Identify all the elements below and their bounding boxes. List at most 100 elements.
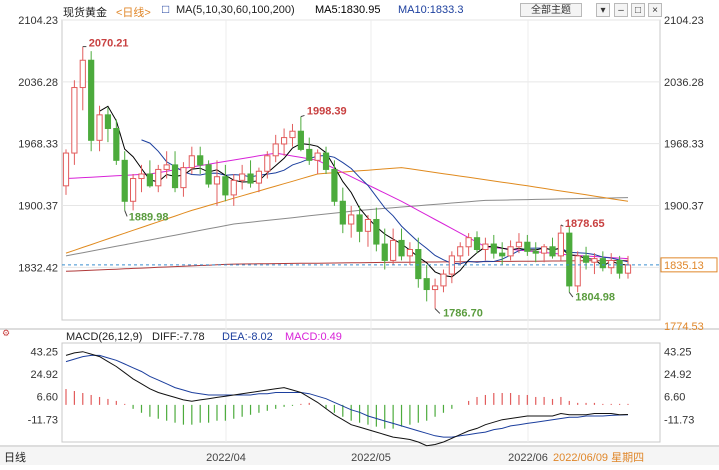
candle-body bbox=[566, 232, 573, 287]
chevron-down-icon[interactable]: ▾ bbox=[596, 3, 610, 17]
candle-body bbox=[541, 246, 548, 254]
candle-body bbox=[96, 114, 103, 141]
candle-body bbox=[423, 278, 430, 291]
time-label: 2022/05 bbox=[351, 452, 391, 464]
square-icon: □ bbox=[162, 2, 170, 16]
candle-body bbox=[440, 273, 447, 287]
candle-body bbox=[364, 218, 372, 232]
maximize-icon[interactable]: □ bbox=[631, 3, 645, 17]
candle-body bbox=[339, 200, 346, 225]
candle-body bbox=[381, 243, 388, 261]
candle-body bbox=[499, 252, 506, 257]
ma60-line bbox=[65, 167, 629, 254]
price-tick-right: 1900.37 bbox=[664, 200, 704, 212]
candle-body bbox=[188, 155, 195, 169]
theme-button[interactable]: 全部主题 bbox=[520, 3, 582, 17]
candle-body bbox=[549, 246, 556, 257]
candle-body bbox=[146, 173, 153, 187]
period-label: 日线 bbox=[4, 450, 26, 464]
time-label: 2022/04 bbox=[206, 452, 246, 464]
minimize-icon[interactable]: – bbox=[614, 3, 628, 17]
candle-body bbox=[138, 173, 145, 180]
candle-body bbox=[557, 232, 564, 257]
ma5-line bbox=[99, 105, 629, 278]
candle-body bbox=[230, 179, 237, 196]
annotation-high2: 1998.39 bbox=[307, 106, 347, 118]
macd-label: MACD(26,12,9) bbox=[66, 331, 142, 343]
candle-body bbox=[322, 152, 330, 170]
current-price-label: 1835.13 bbox=[664, 260, 704, 272]
annotation-high3: 1878.65 bbox=[565, 218, 605, 230]
candle-body bbox=[608, 259, 615, 269]
macd-tick-right: -11.73 bbox=[664, 414, 694, 426]
macd-tick-right: 43.25 bbox=[664, 346, 692, 358]
macd-tick-left: 24.92 bbox=[30, 369, 58, 381]
macd-tick-right: 6.60 bbox=[664, 392, 685, 404]
candle-body bbox=[104, 114, 112, 129]
annotation-leader bbox=[568, 291, 574, 298]
candle-body bbox=[473, 237, 481, 251]
annotation-low2: 1786.70 bbox=[443, 308, 483, 320]
candle-body bbox=[431, 285, 439, 291]
theme-button-label: 全部主题 bbox=[531, 5, 571, 16]
macd-tick-right: 24.92 bbox=[664, 369, 692, 381]
candle-body bbox=[314, 152, 321, 161]
price-tick-left: 1900.37 bbox=[18, 200, 58, 212]
close-icon[interactable]: × bbox=[648, 3, 662, 17]
ma100-line bbox=[65, 197, 629, 257]
candle-body bbox=[532, 250, 539, 254]
cursor-date: 2022/06/09 星期四 bbox=[553, 451, 644, 464]
candle-body bbox=[255, 170, 263, 184]
price-tick-left: 2036.28 bbox=[18, 77, 58, 89]
macd-tick-left: 43.25 bbox=[30, 346, 58, 358]
price-tick-right: 2104.23 bbox=[664, 15, 704, 27]
candle-body bbox=[415, 249, 422, 280]
annotation-leader bbox=[300, 114, 305, 118]
candle-body bbox=[297, 130, 304, 150]
ma5-value: MA5:1830.95 bbox=[315, 4, 381, 16]
candle-body bbox=[171, 164, 179, 189]
price-tick-left: 1832.42 bbox=[18, 262, 58, 274]
macd-panel-frame bbox=[61, 342, 661, 443]
candle-body bbox=[524, 241, 531, 252]
candle-body bbox=[398, 239, 405, 257]
candle-body bbox=[222, 176, 229, 196]
symbol-name: 现货黄金 bbox=[63, 7, 107, 19]
candle-body bbox=[356, 214, 363, 232]
candle-body bbox=[163, 164, 170, 170]
candle-body bbox=[457, 246, 464, 257]
macd-dea-line bbox=[65, 354, 629, 438]
price-tick-left: 2104.23 bbox=[18, 15, 58, 27]
candle-body bbox=[247, 173, 254, 184]
candle-body bbox=[272, 143, 279, 157]
candle-body bbox=[306, 148, 313, 161]
candle-body bbox=[465, 237, 472, 248]
candle-body bbox=[79, 59, 86, 89]
ma200-line bbox=[65, 259, 629, 272]
candle-body bbox=[62, 152, 70, 187]
macd-tick-left: -11.73 bbox=[28, 414, 58, 426]
macd-macd-value: MACD:0.49 bbox=[285, 331, 342, 343]
candle-body bbox=[348, 214, 355, 225]
candle-body bbox=[390, 239, 397, 261]
candle-body bbox=[482, 243, 489, 251]
candle-body bbox=[373, 218, 380, 245]
candle-body bbox=[507, 246, 514, 257]
current-price-tag bbox=[660, 257, 718, 273]
annotation-high1: 2070.21 bbox=[89, 38, 129, 50]
candle-body bbox=[624, 264, 632, 274]
time-axis-bar bbox=[0, 447, 719, 465]
macd-diff-value: DIFF:-7.78 bbox=[152, 331, 205, 343]
macd-diff-line bbox=[65, 351, 629, 447]
candle-body bbox=[180, 167, 187, 189]
candle-body bbox=[331, 168, 338, 202]
price-tick-right: 2036.28 bbox=[664, 77, 704, 89]
candle-body bbox=[591, 258, 598, 263]
candle-body bbox=[582, 255, 590, 263]
candle-body bbox=[574, 255, 581, 287]
period-link[interactable]: <日线> bbox=[116, 7, 151, 19]
settings-gear-icon: ⚙ bbox=[2, 328, 10, 338]
price-tick-left: 1968.33 bbox=[18, 139, 58, 151]
macd-dea-value: DEA:-8.02 bbox=[222, 331, 273, 343]
